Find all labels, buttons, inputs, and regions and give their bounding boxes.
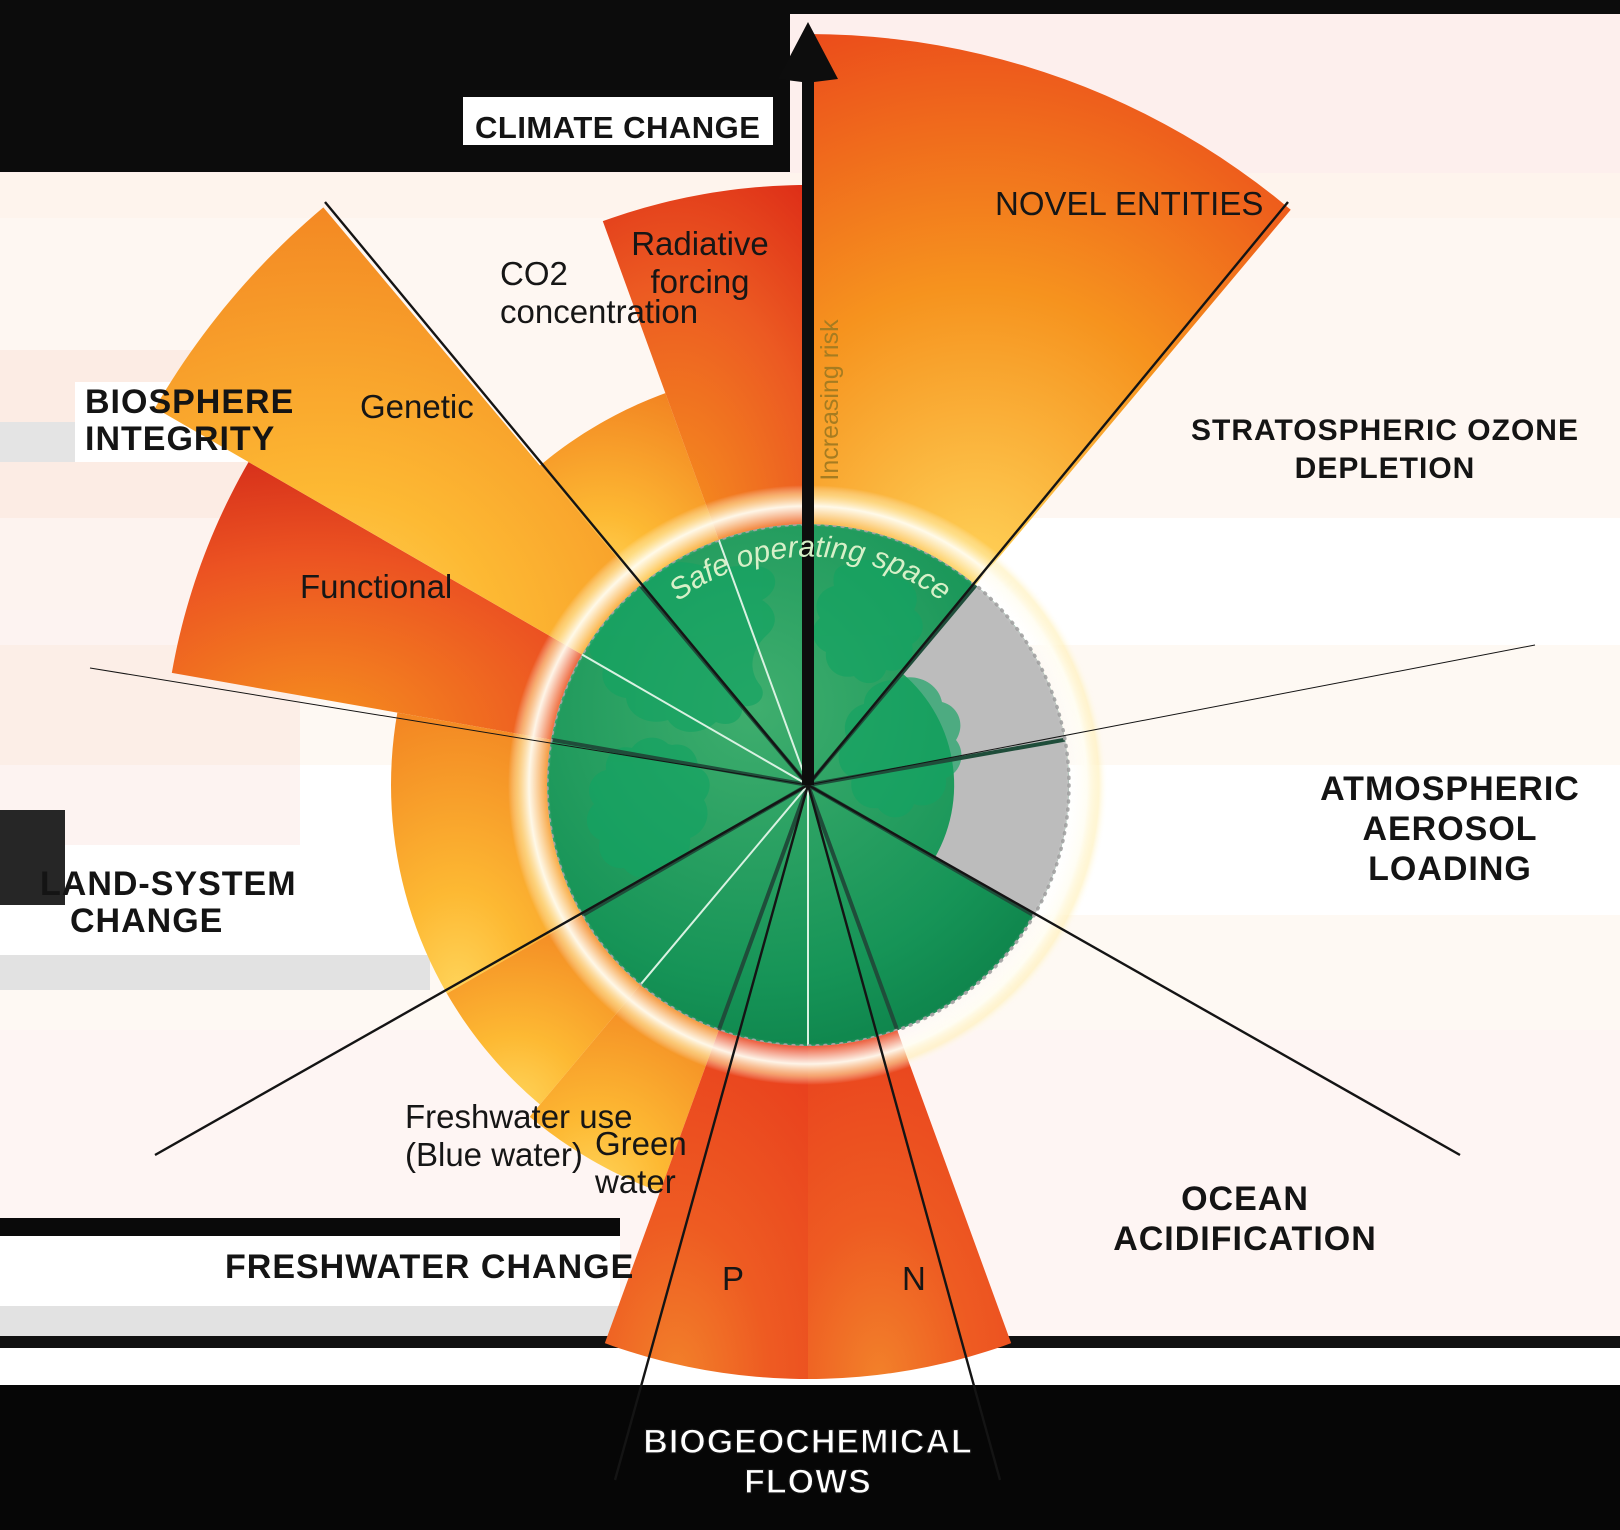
svg-text:LAND-SYSTEM: LAND-SYSTEM xyxy=(40,865,297,903)
svg-text:N: N xyxy=(902,1260,926,1297)
svg-text:INTEGRITY: INTEGRITY xyxy=(85,420,275,458)
svg-text:Increasing risk: Increasing risk xyxy=(816,319,844,481)
svg-text:Functional: Functional xyxy=(300,568,452,605)
svg-text:water: water xyxy=(594,1163,676,1200)
svg-text:FRESHWATER CHANGE: FRESHWATER CHANGE xyxy=(225,1248,634,1286)
svg-text:Green: Green xyxy=(595,1125,687,1162)
svg-text:(Blue water): (Blue water) xyxy=(405,1136,583,1173)
svg-text:NOVEL ENTITIES: NOVEL ENTITIES xyxy=(995,185,1263,222)
svg-text:CLIMATE CHANGE: CLIMATE CHANGE xyxy=(475,110,760,145)
svg-text:Radiative: Radiative xyxy=(631,225,769,262)
svg-text:CO2: CO2 xyxy=(500,255,568,292)
svg-text:ATMOSPHERIC: ATMOSPHERIC xyxy=(1320,770,1580,808)
svg-text:CHANGE: CHANGE xyxy=(70,902,223,940)
svg-text:AEROSOL: AEROSOL xyxy=(1362,810,1537,848)
svg-text:BIOSPHERE: BIOSPHERE xyxy=(85,383,294,421)
svg-text:Genetic: Genetic xyxy=(360,388,474,425)
svg-text:FLOWS: FLOWS xyxy=(744,1463,872,1501)
svg-text:LOADING: LOADING xyxy=(1368,850,1532,888)
svg-text:ACIDIFICATION: ACIDIFICATION xyxy=(1113,1220,1377,1258)
svg-text:forcing: forcing xyxy=(650,263,749,300)
svg-text:P: P xyxy=(722,1260,744,1297)
svg-text:STRATOSPHERIC OZONE: STRATOSPHERIC OZONE xyxy=(1191,414,1579,447)
svg-text:BIOGEOCHEMICAL: BIOGEOCHEMICAL xyxy=(643,1423,972,1461)
svg-text:DEPLETION: DEPLETION xyxy=(1295,452,1476,485)
svg-text:OCEAN: OCEAN xyxy=(1181,1180,1309,1218)
